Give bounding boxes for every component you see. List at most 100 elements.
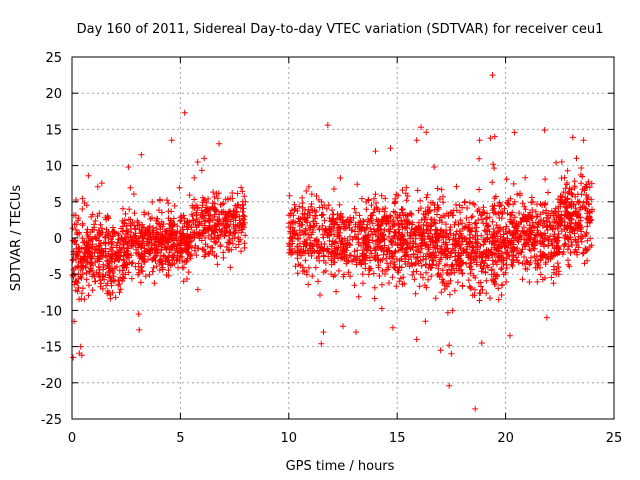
data-point bbox=[311, 248, 318, 255]
data-point bbox=[85, 233, 92, 240]
data-point bbox=[191, 229, 198, 236]
data-point bbox=[84, 258, 91, 264]
outlier-point bbox=[476, 137, 483, 144]
data-point bbox=[75, 275, 82, 282]
data-point bbox=[351, 248, 358, 255]
data-point-sparse bbox=[108, 278, 114, 285]
data-point bbox=[469, 213, 476, 220]
data-point bbox=[88, 253, 94, 260]
data-point bbox=[212, 208, 219, 215]
data-point bbox=[342, 225, 349, 232]
data-point bbox=[72, 226, 79, 233]
data-point bbox=[79, 285, 86, 292]
data-point-sparse bbox=[586, 244, 593, 250]
outlier-point bbox=[70, 354, 77, 361]
data-point bbox=[423, 222, 430, 229]
data-point bbox=[209, 244, 216, 251]
data-point bbox=[533, 213, 540, 220]
data-point bbox=[548, 274, 555, 281]
data-point bbox=[367, 225, 374, 232]
data-point bbox=[434, 211, 440, 218]
data-point bbox=[91, 221, 97, 228]
data-point-sparse bbox=[476, 254, 483, 261]
data-point-sparse bbox=[218, 228, 225, 235]
tick-labels: 0 5 10 15 20 25 -25 -20 -15 -10 -5 0 5 10 15 20 25 bbox=[41, 51, 623, 446]
data-point bbox=[115, 282, 122, 289]
data-point bbox=[382, 195, 389, 202]
data-point bbox=[331, 186, 337, 192]
data-point bbox=[81, 249, 88, 256]
data-point bbox=[387, 260, 394, 267]
data-point bbox=[453, 183, 460, 190]
data-point bbox=[586, 209, 593, 216]
data-point bbox=[154, 215, 160, 222]
data-point bbox=[503, 265, 510, 271]
data-point bbox=[291, 201, 298, 208]
data-point bbox=[587, 216, 594, 223]
data-point bbox=[191, 196, 198, 203]
data-point bbox=[312, 212, 319, 219]
data-point bbox=[129, 219, 136, 226]
data-point bbox=[467, 228, 474, 235]
data-point bbox=[474, 232, 481, 239]
data-point bbox=[328, 261, 335, 268]
data-point bbox=[459, 204, 466, 211]
data-point bbox=[111, 229, 118, 236]
data-point bbox=[137, 230, 144, 237]
data-point bbox=[467, 284, 474, 291]
data-point bbox=[379, 268, 386, 274]
data-point bbox=[149, 214, 155, 221]
data-point bbox=[229, 195, 236, 202]
outlier-point bbox=[413, 137, 420, 144]
data-point bbox=[440, 193, 446, 200]
data-point bbox=[238, 248, 244, 255]
data-point bbox=[487, 295, 493, 302]
data-point bbox=[308, 249, 315, 256]
data-point bbox=[286, 220, 292, 227]
y-tick-label: -25 bbox=[41, 413, 62, 428]
data-point-sparse bbox=[127, 233, 134, 240]
data-point bbox=[217, 231, 224, 238]
data-point bbox=[186, 192, 193, 199]
data-point-sparse bbox=[425, 276, 432, 283]
data-point-sparse bbox=[197, 211, 204, 218]
data-point bbox=[553, 219, 559, 226]
data-point bbox=[534, 231, 540, 238]
data-point bbox=[567, 250, 574, 256]
data-point bbox=[465, 253, 472, 260]
data-point bbox=[227, 229, 234, 236]
outlier-point bbox=[418, 124, 424, 131]
data-point bbox=[432, 295, 439, 302]
data-point bbox=[377, 257, 384, 264]
data-point bbox=[320, 246, 326, 252]
data-point bbox=[83, 229, 90, 236]
data-point bbox=[156, 267, 163, 274]
data-point bbox=[369, 220, 376, 227]
data-point-sparse bbox=[286, 243, 293, 250]
data-point bbox=[79, 271, 86, 278]
data-point bbox=[560, 189, 567, 196]
data-point bbox=[559, 199, 565, 206]
data-point bbox=[526, 222, 533, 229]
data-point-sparse bbox=[165, 200, 172, 207]
data-point-sparse bbox=[316, 250, 323, 257]
data-point bbox=[418, 245, 425, 252]
data-point bbox=[523, 257, 530, 264]
data-point bbox=[220, 254, 227, 261]
data-point bbox=[437, 272, 444, 278]
data-point bbox=[151, 280, 158, 287]
data-point bbox=[474, 244, 480, 251]
data-point-sparse bbox=[568, 186, 575, 193]
data-point bbox=[345, 219, 352, 226]
data-point bbox=[178, 234, 185, 241]
data-point bbox=[361, 238, 368, 245]
data-point-sparse bbox=[367, 215, 374, 222]
data-point-sparse bbox=[360, 280, 366, 287]
data-point bbox=[398, 264, 405, 271]
data-point bbox=[400, 274, 407, 281]
data-point-sparse bbox=[553, 159, 560, 166]
data-point bbox=[213, 227, 220, 233]
data-point bbox=[561, 219, 568, 226]
data-point bbox=[541, 202, 548, 208]
data-point bbox=[157, 226, 164, 233]
